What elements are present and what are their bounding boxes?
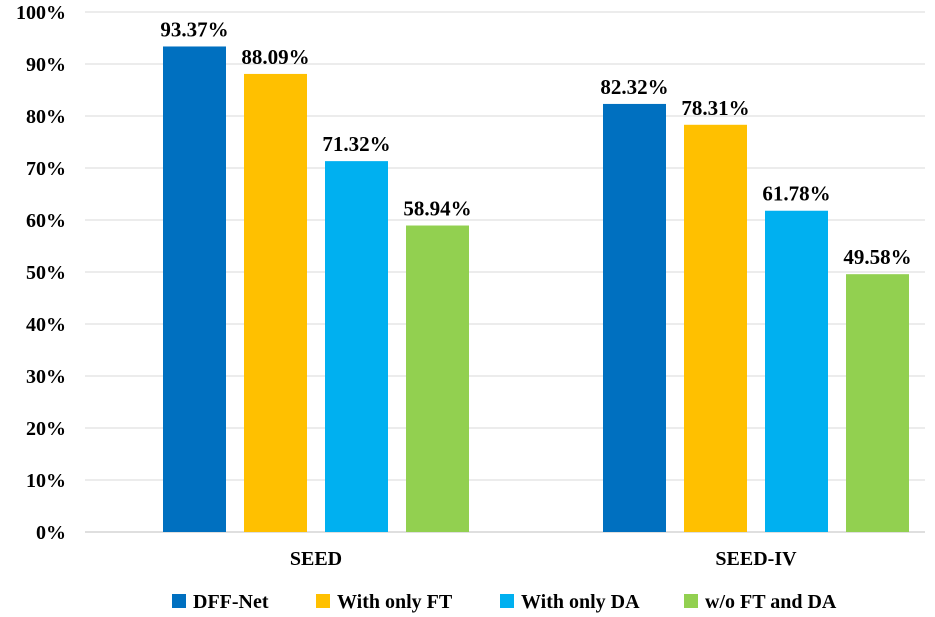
- legend-swatch: [500, 594, 514, 608]
- bar: [684, 124, 747, 533]
- legend: DFF-Net With only FT With only DA w/o FT an…: [172, 591, 837, 613]
- y-tick-label: 80%: [26, 106, 66, 128]
- bar: [163, 46, 226, 532]
- legend-swatch: [316, 594, 330, 608]
- y-tick-label: 20%: [26, 418, 66, 440]
- bar: [406, 225, 469, 532]
- x-axis-category-labels: SEED SEED-IV: [290, 548, 797, 570]
- bar: [244, 73, 307, 532]
- x-tick-label: SEED: [290, 548, 342, 570]
- y-tick-label: 100%: [16, 2, 66, 24]
- legend-label: DFF-Net: [193, 591, 269, 613]
- data-label: 78.31%: [681, 96, 749, 120]
- bar: [603, 103, 666, 532]
- data-labels: 93.37% 88.09% 71.32% 58.94% 82.32% 78.31% 61.7…: [160, 17, 911, 269]
- bar: [846, 274, 909, 532]
- data-label: 58.94%: [403, 197, 471, 221]
- y-tick-label: 60%: [26, 210, 66, 232]
- bar: [765, 210, 828, 532]
- x-tick-label: SEED-IV: [715, 548, 797, 570]
- legend-label: w/o FT and DA: [705, 591, 837, 613]
- y-tick-label: 70%: [26, 158, 66, 180]
- data-label: 61.78%: [762, 182, 830, 206]
- data-label: 88.09%: [241, 45, 309, 69]
- data-label: 49.58%: [843, 245, 911, 269]
- y-tick-label: 30%: [26, 366, 66, 388]
- legend-label: With only FT: [337, 591, 453, 613]
- data-label: 71.32%: [322, 132, 390, 156]
- y-tick-label: 50%: [26, 262, 66, 284]
- y-tick-label: 90%: [26, 54, 66, 76]
- y-tick-label: 10%: [26, 470, 66, 492]
- legend-swatch: [172, 594, 186, 608]
- bar: [325, 161, 388, 533]
- bars: [163, 46, 909, 533]
- y-tick-label: 0%: [36, 522, 66, 544]
- y-axis-tick-labels: 0% 10% 20% 30% 40% 50% 60% 70% 80% 90% 100%: [16, 2, 66, 544]
- legend-label: With only DA: [521, 591, 640, 613]
- data-label: 93.37%: [160, 17, 228, 41]
- data-label: 82.32%: [600, 75, 668, 99]
- legend-swatch: [684, 594, 698, 608]
- y-tick-label: 40%: [26, 314, 66, 336]
